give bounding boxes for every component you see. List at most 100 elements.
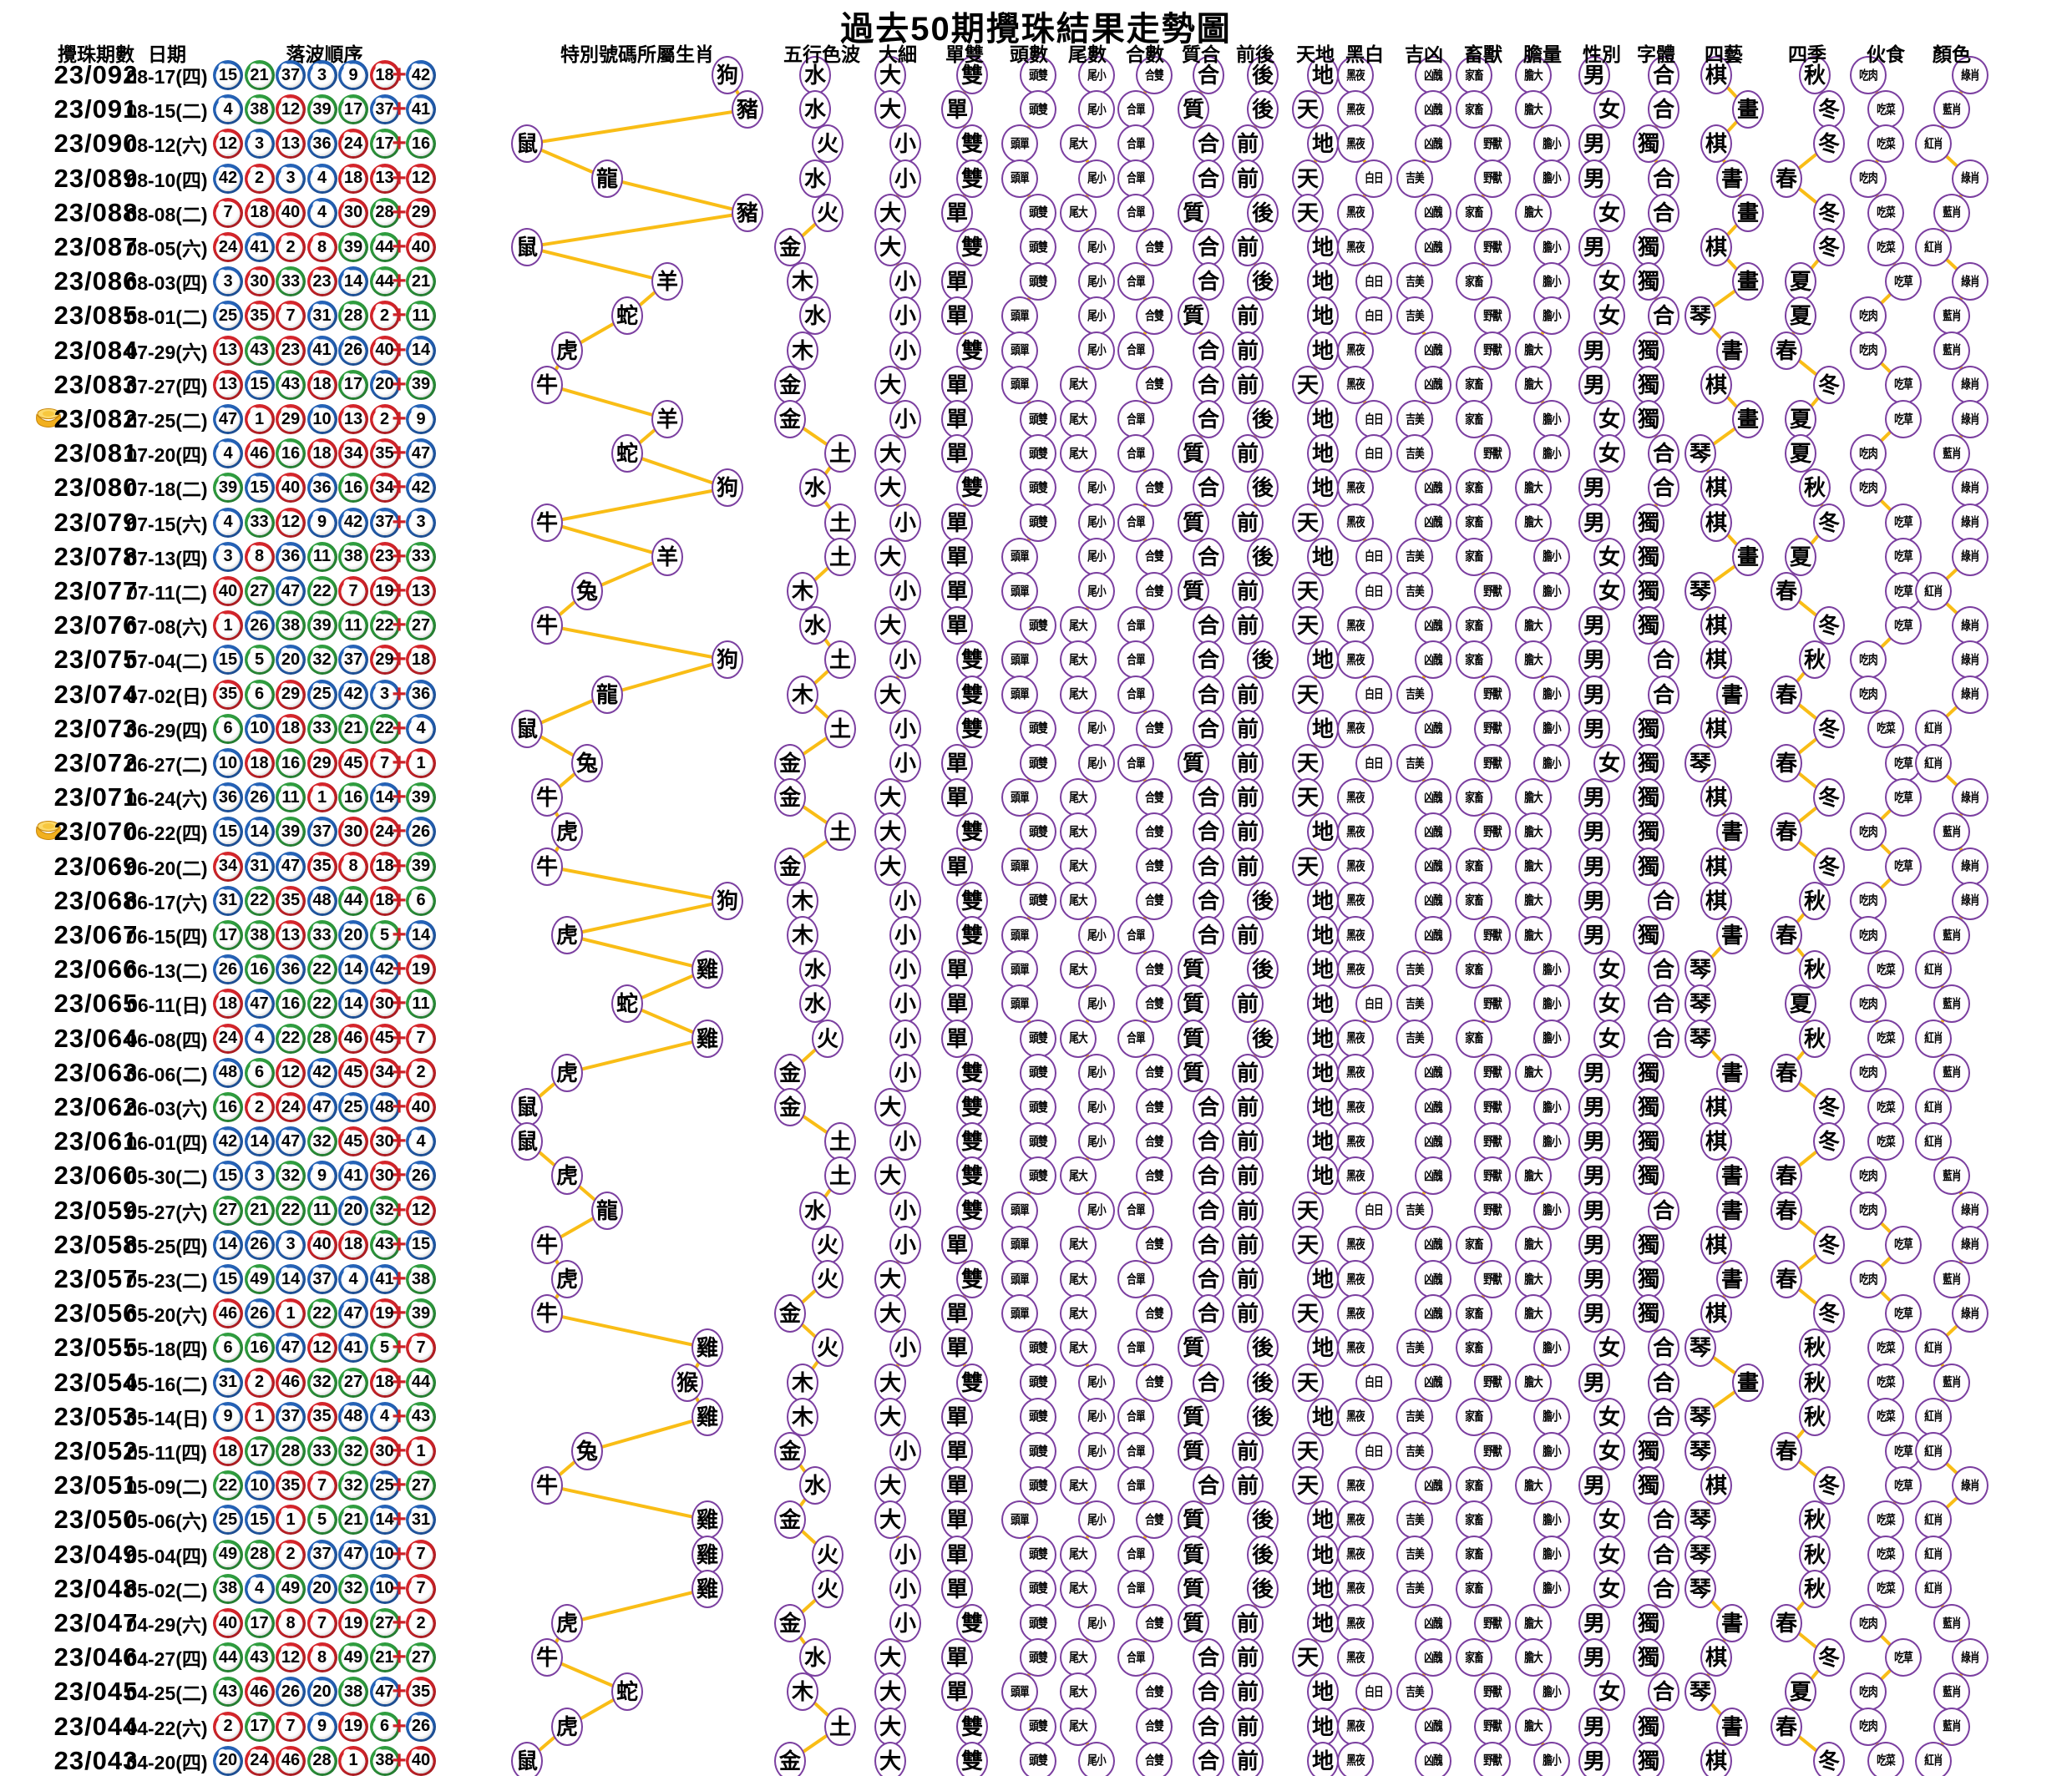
plus-icon: +	[392, 1093, 407, 1121]
attr-circle-element: 土	[824, 812, 856, 852]
attr-circle-guts: 膽大	[1515, 1638, 1552, 1677]
attr-circle-tail: 尾大	[1060, 124, 1097, 164]
attr-circle-guts: 膽小	[1533, 984, 1570, 1024]
attr-circle-art: 書	[1716, 331, 1748, 370]
zodiac-circle: 鼠	[511, 709, 543, 748]
attr-circle-beast: 野獸	[1474, 675, 1511, 714]
attr-circle-element: 水	[799, 1191, 831, 1230]
attr-circle-prime: 合	[1193, 1088, 1224, 1126]
zodiac-circle: 虎	[551, 1053, 583, 1092]
attr-circle-blackwhite: 黑夜	[1337, 1260, 1374, 1298]
attr-circle-art: 琴	[1684, 572, 1716, 610]
attr-circle-blackwhite: 黑夜	[1337, 1156, 1374, 1196]
attr-circle-sum: 合單	[1117, 1466, 1154, 1505]
ball: 11	[306, 541, 337, 572]
attr-circle-font: 合	[1648, 468, 1679, 508]
ball: 9	[213, 1401, 243, 1432]
attr-circle-sum: 合雙	[1136, 950, 1173, 989]
special-ball: 19	[406, 954, 436, 985]
period-label: 23/061	[53, 1126, 139, 1156]
ball: 16	[338, 782, 368, 813]
ball: 40	[213, 576, 243, 606]
attr-circle-guts: 膽大	[1515, 1363, 1552, 1402]
ball: 1	[276, 1505, 306, 1536]
ball: 22	[244, 885, 275, 916]
attr-circle-color: 紅肖	[1915, 1328, 1952, 1368]
special-ball: 7	[406, 1023, 436, 1054]
ball: 17	[244, 1608, 275, 1638]
attr-circle-beast: 家畜	[1456, 468, 1492, 508]
attr-circle-parity: 雙	[956, 812, 988, 852]
ball: 3	[213, 541, 243, 572]
attr-circle-luck: 凶醜	[1415, 1741, 1451, 1776]
attr-circle-food: 吃肉	[1850, 675, 1887, 714]
zodiac-circle: 雞	[692, 1535, 723, 1574]
attr-circle-prime: 質	[1178, 434, 1209, 473]
attr-circle-gender: 男	[1578, 1363, 1610, 1402]
ball: 40	[213, 1608, 243, 1638]
attr-circle-frontback: 前	[1232, 812, 1264, 852]
attr-circle-tail: 尾小	[1078, 1191, 1115, 1230]
ball: 40	[369, 335, 400, 366]
attr-circle-luck: 吉美	[1396, 159, 1433, 198]
attr-circle-art: 書	[1716, 812, 1748, 852]
attr-circle-head: 頭單	[1001, 778, 1038, 817]
attr-circle-luck: 凶醜	[1415, 709, 1451, 748]
zodiac-circle: 鼠	[511, 1088, 543, 1126]
ball: 39	[306, 610, 337, 641]
attr-circle-size: 小	[889, 709, 921, 748]
attr-circle-frontback: 前	[1232, 1707, 1264, 1746]
ball: 42	[213, 163, 243, 194]
attr-circle-beast: 家畜	[1456, 503, 1492, 542]
attr-circle-gender: 女	[1593, 1535, 1625, 1574]
ball: 4	[244, 1573, 275, 1604]
attr-circle-luck: 吉美	[1396, 744, 1433, 782]
column-header-blackwhite: 黑白	[1345, 43, 1384, 65]
attr-circle-size: 大	[874, 847, 906, 886]
attr-circle-prime: 合	[1193, 1260, 1224, 1298]
ball: 8	[306, 232, 337, 262]
attr-circle-prime: 合	[1193, 159, 1224, 198]
zodiac-circle: 雞	[692, 1500, 723, 1540]
special-ball: 26	[406, 1711, 436, 1742]
attr-circle-head: 頭雙	[1020, 1019, 1056, 1058]
attr-circle-beast: 家畜	[1456, 1500, 1492, 1540]
attr-circle-tail: 尾大	[1060, 365, 1097, 404]
attr-circle-tail: 尾大	[1060, 1294, 1097, 1333]
attr-circle-gender: 男	[1578, 778, 1610, 817]
attr-circle-element: 木	[787, 1363, 818, 1402]
attr-circle-element: 水	[799, 1466, 831, 1505]
attr-circle-blackwhite: 黑夜	[1337, 1569, 1374, 1608]
attr-circle-element: 土	[824, 537, 856, 576]
ball: 32	[306, 645, 337, 675]
attr-circle-art: 琴	[1684, 1019, 1716, 1058]
date-label: 06-17(六)	[126, 891, 208, 913]
zodiac-circle: 兔	[571, 744, 603, 782]
date-label: 08-08(二)	[126, 203, 208, 225]
attr-circle-beast: 家畜	[1456, 1466, 1492, 1505]
attr-circle-head: 頭雙	[1020, 193, 1056, 232]
attr-circle-color: 綠肖	[1952, 640, 1988, 680]
special-ball: 41	[406, 94, 436, 125]
date-label: 06-06(二)	[126, 1063, 208, 1085]
special-ball: 4	[406, 1126, 436, 1157]
attr-circle-parity: 單	[941, 262, 973, 301]
attr-circle-font: 合	[1648, 950, 1679, 989]
ball: 18	[306, 369, 337, 400]
attr-circle-font: 獨	[1633, 744, 1664, 782]
attr-circle-food: 吃草	[1885, 1225, 1922, 1264]
period-label: 23/052	[53, 1436, 139, 1465]
ball: 3	[306, 60, 337, 90]
ball: 1	[338, 1745, 368, 1776]
zodiac-circle: 蛇	[611, 434, 643, 473]
ball: 15	[213, 1161, 243, 1192]
ball: 35	[306, 1401, 337, 1432]
attr-circle-element: 土	[824, 1156, 856, 1196]
column-header-element: 五行色波	[783, 43, 860, 65]
attr-circle-prime: 質	[1178, 950, 1209, 989]
attr-circle-tail: 尾大	[1060, 1466, 1097, 1505]
ball: 18	[369, 1367, 400, 1398]
attr-circle-gender: 男	[1578, 1741, 1610, 1776]
attr-circle-parity: 雙	[956, 675, 988, 714]
attr-circle-gender: 女	[1593, 1500, 1625, 1540]
